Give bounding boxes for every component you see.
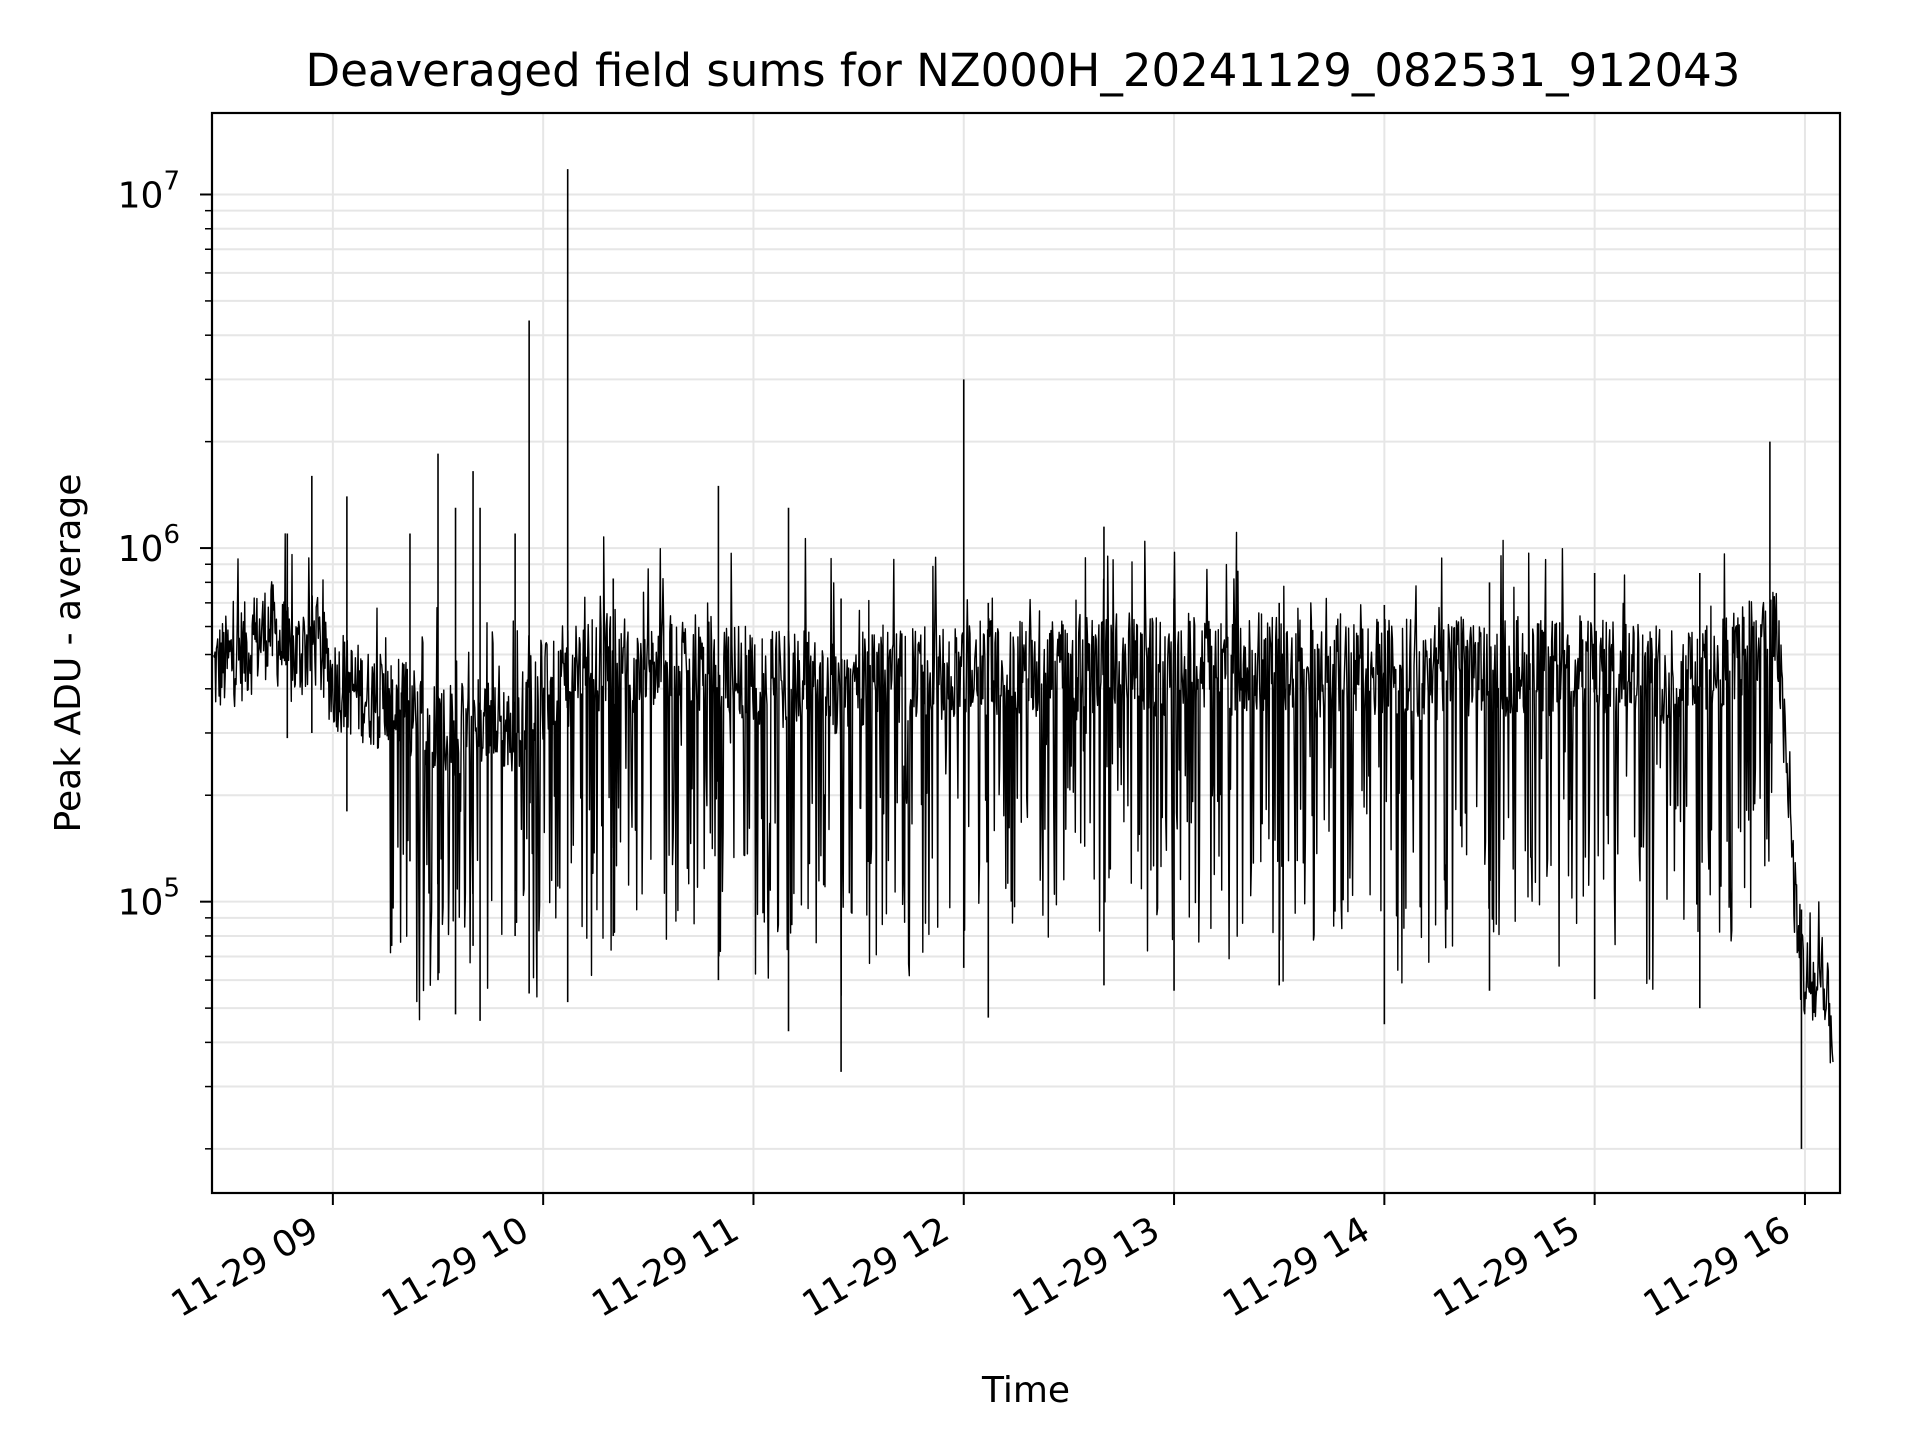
series-group [213,169,1834,1149]
chart-title: Deaveraged field sums for NZ000H_2024112… [306,44,1741,97]
plot-frame [210,111,1842,1195]
series-line [213,531,1834,1064]
y-tick-label: 106 [118,520,180,570]
y-axis: 105 106 107 [118,166,212,1150]
y-tick-label: 105 [118,874,180,924]
y-axis-label: Peak ADU - average [48,474,89,833]
x-axis-label: Time [981,1370,1070,1411]
y-tick-label: 107 [118,166,180,216]
